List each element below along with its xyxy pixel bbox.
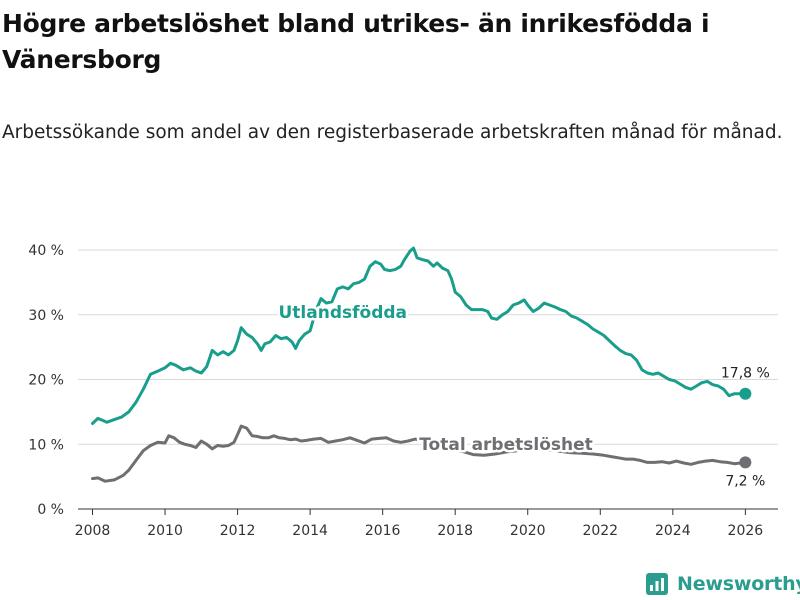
series-line-total <box>91 424 747 483</box>
series-label: Utlandsfödda <box>279 303 408 323</box>
y-tick-label: 20 % <box>28 373 64 389</box>
y-tick-label: 40 % <box>28 243 64 259</box>
x-tick-label: 2026 <box>728 523 764 539</box>
series-label: Total arbetslöshet <box>419 435 593 455</box>
y-tick-label: 0 % <box>37 502 64 518</box>
newsworthy-brand: Newsworthy <box>646 569 800 599</box>
end-value-label: 17,8 % <box>721 366 770 382</box>
chart-title: Högre arbetslöshet bland utrikes- än inr… <box>2 9 710 74</box>
chart-subtitle: Arbetssökande som andel av den registerb… <box>2 122 783 143</box>
x-tick-label: 2018 <box>437 523 473 539</box>
end-point-marker <box>739 456 752 469</box>
x-tick-label: 2022 <box>582 523 618 539</box>
end-value-label: 7,2 % <box>725 473 765 489</box>
series-line-utlandsfodda <box>91 246 747 425</box>
x-tick-label: 2014 <box>292 523 328 539</box>
x-tick-label: 2008 <box>75 523 111 539</box>
end-point-marker <box>739 387 752 400</box>
x-tick-label: 2012 <box>220 523 256 539</box>
newsworthy-logo-icon <box>646 573 668 595</box>
x-tick-label: 2010 <box>147 523 183 539</box>
y-tick-label: 10 % <box>28 437 64 453</box>
brand-name: Newsworthy <box>677 573 800 595</box>
y-tick-label: 30 % <box>28 308 64 324</box>
x-tick-label: 2020 <box>510 523 546 539</box>
x-tick-label: 2016 <box>365 523 401 539</box>
x-tick-label: 2024 <box>655 523 691 539</box>
